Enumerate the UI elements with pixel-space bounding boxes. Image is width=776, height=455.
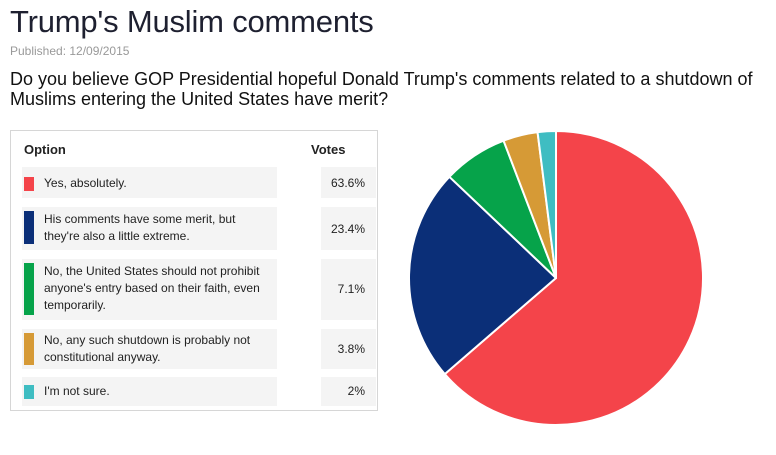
vote-percent: 3.8% bbox=[337, 342, 365, 356]
option-cell bbox=[22, 167, 277, 198]
option-cell bbox=[22, 259, 277, 320]
poll-results-table: Option Votes Yes, absolutely. 63.6% His … bbox=[10, 130, 378, 411]
option-label: His comments have some merit, but they'r… bbox=[44, 212, 236, 243]
option-label: No, any such shutdown is probably not co… bbox=[44, 333, 251, 364]
pie-slice bbox=[536, 130, 557, 279]
table-row: No, any such shutdown is probably not co… bbox=[22, 329, 376, 369]
option-cell bbox=[22, 329, 277, 369]
table-row: Yes, absolutely. 63.6% bbox=[22, 167, 376, 198]
votes-cell bbox=[321, 207, 376, 250]
vote-percent: 7.1% bbox=[337, 282, 365, 296]
pie-chart bbox=[408, 130, 704, 426]
table-row: No, the United States should not prohibi… bbox=[22, 259, 376, 320]
option-column-header: Option bbox=[24, 142, 66, 157]
published-date: Published: 12/09/2015 bbox=[10, 44, 130, 58]
vote-percent: 63.6% bbox=[330, 176, 365, 190]
vote-percent: 23.4% bbox=[330, 222, 365, 236]
votes-column-header: Votes bbox=[311, 142, 346, 157]
legend-swatch bbox=[24, 263, 34, 315]
pie-slice bbox=[443, 130, 704, 426]
votes-cell bbox=[321, 259, 376, 320]
option-label: Yes, absolutely. bbox=[44, 176, 127, 190]
option-label: I'm not sure. bbox=[44, 384, 110, 398]
pie-slice bbox=[408, 175, 557, 376]
poll-question: Do you believe GOP Presidential hopeful … bbox=[10, 69, 753, 109]
votes-cell bbox=[321, 167, 376, 198]
table-row: I'm not sure. 2% bbox=[22, 377, 376, 406]
legend-swatch bbox=[24, 211, 34, 244]
legend-swatch bbox=[24, 177, 34, 191]
page-title: Trump's Muslim comments bbox=[10, 4, 374, 39]
legend-swatch bbox=[24, 385, 34, 399]
option-cell bbox=[22, 377, 277, 406]
table-row: His comments have some merit, but they'r… bbox=[22, 207, 376, 250]
option-cell bbox=[22, 207, 277, 250]
votes-cell bbox=[321, 329, 376, 369]
legend-swatch bbox=[24, 333, 34, 365]
vote-percent: 2% bbox=[347, 384, 365, 398]
votes-cell bbox=[321, 377, 376, 406]
option-label: No, the United States should not prohibi… bbox=[44, 264, 260, 312]
